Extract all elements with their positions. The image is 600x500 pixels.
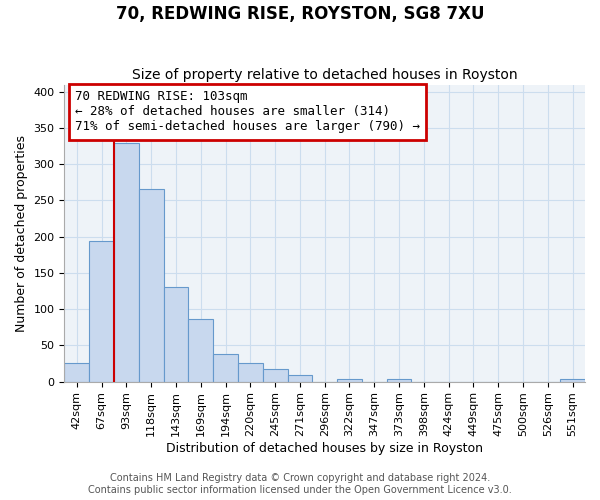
Title: Size of property relative to detached houses in Royston: Size of property relative to detached ho… — [132, 68, 518, 82]
Bar — [213, 354, 238, 382]
Bar — [114, 142, 139, 382]
Bar — [89, 241, 114, 382]
Text: 70 REDWING RISE: 103sqm
← 28% of detached houses are smaller (314)
71% of semi-d: 70 REDWING RISE: 103sqm ← 28% of detache… — [75, 90, 420, 134]
Bar — [263, 368, 287, 382]
Text: Contains HM Land Registry data © Crown copyright and database right 2024.
Contai: Contains HM Land Registry data © Crown c… — [88, 474, 512, 495]
Bar — [164, 288, 188, 382]
Bar — [337, 378, 362, 382]
Bar — [188, 318, 213, 382]
Bar — [560, 380, 585, 382]
Text: 70, REDWING RISE, ROYSTON, SG8 7XU: 70, REDWING RISE, ROYSTON, SG8 7XU — [116, 5, 484, 23]
Bar — [64, 364, 89, 382]
Bar — [238, 363, 263, 382]
Y-axis label: Number of detached properties: Number of detached properties — [15, 134, 28, 332]
X-axis label: Distribution of detached houses by size in Royston: Distribution of detached houses by size … — [166, 442, 483, 455]
Bar — [386, 380, 412, 382]
Bar — [287, 375, 313, 382]
Bar — [139, 189, 164, 382]
